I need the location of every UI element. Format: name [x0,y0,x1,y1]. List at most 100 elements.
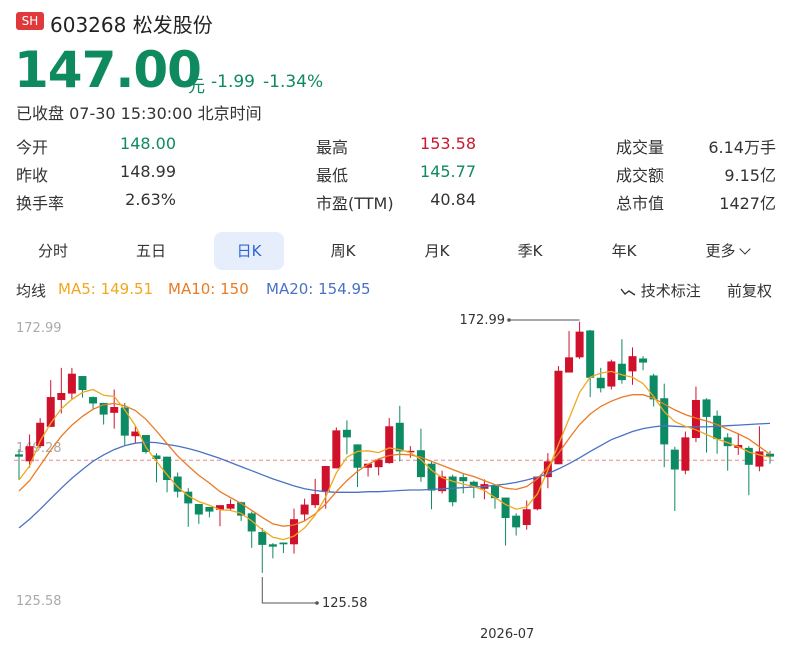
candle-body[interactable] [247,513,256,532]
candle-body[interactable] [469,481,478,488]
candle-body[interactable] [702,399,711,417]
x-tick-label: 2026-07 [480,627,534,642]
candle-body[interactable] [184,491,193,504]
candle-body[interactable] [36,422,45,447]
candle-body[interactable] [78,376,87,391]
candle-body[interactable] [501,497,510,519]
candle-body[interactable] [332,430,341,469]
candle-body[interactable] [691,399,700,438]
candle-body[interactable] [152,455,161,459]
candle-body[interactable] [416,450,425,478]
change-amount: -1.99 [211,72,255,92]
quote-value: 153.58 [420,134,476,153]
candle-body[interactable] [744,447,753,465]
tab-1[interactable]: 五日 [121,232,181,270]
candle-body[interactable] [490,485,499,499]
tech-annotation-toggle[interactable]: 技术标注 [620,280,701,301]
candle-body[interactable] [586,330,595,378]
candle-body[interactable] [141,435,150,452]
candle-body[interactable] [617,363,626,381]
candle-body[interactable] [268,544,277,547]
candle-body[interactable] [120,407,129,436]
quote-value: 148.99 [120,162,176,181]
tab-5[interactable]: 季K [500,232,560,270]
quote-label: 最高 [316,138,349,157]
candle-body[interactable] [173,476,182,492]
quote-label: 总市值 [616,194,665,213]
candle-body[interactable] [438,476,447,492]
candle-body[interactable] [110,406,119,413]
candle-body[interactable] [427,463,436,491]
candle-body[interactable] [406,450,415,453]
candle-body[interactable] [649,375,658,400]
candle-body[interactable] [279,542,288,545]
candle-body[interactable] [755,451,764,467]
candle-body[interactable] [575,331,584,358]
tab-0[interactable]: 分时 [23,232,83,270]
candle-body[interactable] [300,504,309,515]
candle-body[interactable] [448,476,457,503]
candle-body[interactable] [89,397,98,404]
candle-body[interactable] [522,509,531,526]
candle-body[interactable] [681,437,690,471]
candle-body[interactable] [395,422,404,452]
candle-body[interactable] [205,506,214,512]
candle-body[interactable] [723,437,732,447]
tab-4[interactable]: 月K [407,232,467,270]
candle-body[interactable] [57,392,66,400]
stock-title: 603268 松发股份 [50,13,213,37]
change-percent: -1.34% [263,72,324,92]
quote-label: 市盈(TTM) [316,194,394,213]
min-marker-dot [315,601,319,605]
candle-body[interactable] [258,532,267,545]
candle-body[interactable] [226,503,235,509]
adjust-toggle[interactable]: 前复权 [727,282,773,300]
candle-body[interactable] [237,502,246,516]
candle-body[interactable] [766,453,774,457]
candle-body[interactable] [321,466,330,492]
candle-body[interactable] [660,398,669,445]
candle-body[interactable] [512,515,521,528]
quote-label: 成交额 [616,166,665,185]
tab-6[interactable]: 年K [594,232,654,270]
candle-body[interactable] [607,361,616,387]
candle-body[interactable] [15,454,23,457]
candle-body[interactable] [596,377,605,389]
candle-body[interactable] [385,426,394,464]
candle-body[interactable] [194,503,203,515]
candle-body[interactable] [364,463,373,468]
quote-value: 2.63% [125,190,176,209]
tab-label: 更多 [705,242,736,260]
ma10-legend: MA10: 150 [168,280,249,298]
candle-body[interactable] [628,356,637,372]
ma-legend-label: 均线 [16,282,47,300]
period-tabs: 分时 五日 日K 周K 月K 季K 年K 更多 [14,232,784,270]
tab-2[interactable]: 日K [214,232,284,270]
current-price: 147.00 [14,41,202,99]
candle-body[interactable] [67,373,76,394]
market-status: 已收盘 07-30 15:30:00 北京时间 [16,104,262,123]
tab-7[interactable]: 更多 [697,232,757,270]
candle-body[interactable] [290,519,299,545]
candle-body[interactable] [311,494,320,506]
quote-value: 9.15亿 [724,166,776,185]
candle-body[interactable] [46,397,55,427]
candle-body[interactable] [713,415,722,440]
min-marker-line [261,577,317,604]
candle-body[interactable] [163,456,172,481]
tab-label: 五日 [135,242,166,260]
candle-body[interactable] [459,477,468,482]
candle-body[interactable] [670,449,679,470]
candle-body[interactable] [374,459,383,468]
tab-3[interactable]: 周K [313,232,373,270]
candle-body[interactable] [215,505,224,510]
candle-body[interactable] [353,444,362,468]
candle-body[interactable] [554,370,563,465]
candle-body[interactable] [342,429,351,438]
candle-body[interactable] [99,402,108,415]
candle-body[interactable] [25,446,34,462]
candle-body[interactable] [639,358,648,363]
candle-body[interactable] [131,431,140,437]
candle-body[interactable] [565,357,574,373]
